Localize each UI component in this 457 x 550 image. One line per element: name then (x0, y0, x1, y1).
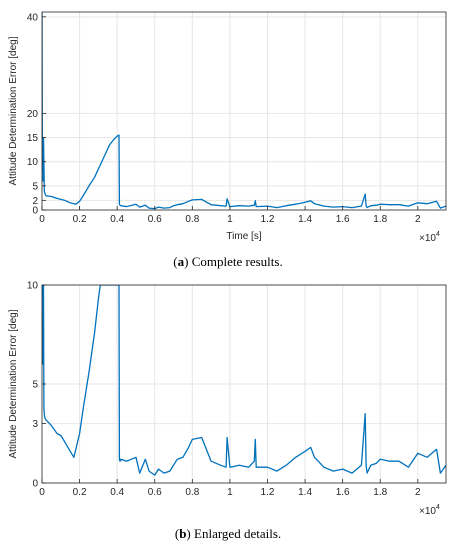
series-line (42, 285, 446, 476)
x-tick-label: 1.6 (336, 214, 350, 225)
y-tick-label: 2 (32, 196, 38, 207)
ylabel-a: Attitude Determination Error [deg] (8, 36, 19, 185)
caption-b: (b) Enlarged details. (175, 526, 281, 541)
x-tick-label: 0.4 (110, 214, 124, 225)
x-tick-label: 0.6 (148, 487, 162, 498)
grid-b (41, 284, 446, 484)
y-tick-label: 5 (32, 380, 38, 391)
x-tick-label: 1.4 (298, 214, 312, 225)
y-tick-label: 10 (27, 157, 39, 168)
ylabel-b: Attitude Determination Error [deg] (8, 309, 19, 458)
x-tick-label: 0.8 (185, 214, 199, 225)
x-tick-label: 0 (39, 214, 45, 225)
grid-a (41, 12, 446, 211)
x-tick-label: 0.6 (148, 214, 162, 225)
series-a (42, 12, 446, 210)
x-tick-label: 0.8 (185, 487, 199, 498)
panel-enlarged-details: 0 0.2 0.4 0.6 0.8 1 1.2 1.4 1.6 1.8 2 0 3 5 10 Attitud… (8, 281, 447, 541)
x-tick-label: 2 (415, 214, 421, 225)
x-tick-label: 0.4 (110, 487, 124, 498)
x-tick-label: 1.6 (336, 487, 350, 498)
xlabel-a: Time [s] (226, 231, 261, 242)
series-b (42, 285, 446, 476)
x-tick-label: 0 (39, 487, 45, 498)
series-line (42, 12, 446, 210)
y-tick-label: 0 (32, 206, 38, 217)
x-tick-label: 1.8 (373, 487, 387, 498)
y-tick-label: 40 (27, 12, 39, 23)
x-tick-label: 0.2 (73, 487, 87, 498)
x-tick-label: 0.2 (73, 214, 87, 225)
y-tick-label: 0 (32, 479, 38, 490)
y-tick-label: 10 (27, 281, 39, 292)
y-tick-label: 3 (32, 419, 38, 430)
x-tick-label: 2 (415, 487, 421, 498)
x-tick-label: 1.2 (261, 214, 275, 225)
x-multiplier-b: ×104 (419, 504, 440, 517)
ticks-b: 0 0.2 0.4 0.6 0.8 1 1.2 1.4 1.6 1.8 2 0 3 5 10 (27, 281, 421, 499)
x-tick-label: 1 (227, 487, 233, 498)
x-tick-label: 1.8 (373, 214, 387, 225)
y-tick-label: 20 (27, 109, 39, 120)
x-tick-label: 1 (227, 214, 233, 225)
x-tick-label: 1.4 (298, 487, 312, 498)
x-tick-label: 1.2 (261, 487, 275, 498)
y-tick-label: 15 (27, 133, 39, 144)
x-multiplier-a: ×104 (419, 231, 440, 244)
y-tick-label: 5 (32, 181, 38, 192)
caption-a: (a) Complete results. (173, 254, 282, 269)
axes-box-a (41, 11, 447, 211)
